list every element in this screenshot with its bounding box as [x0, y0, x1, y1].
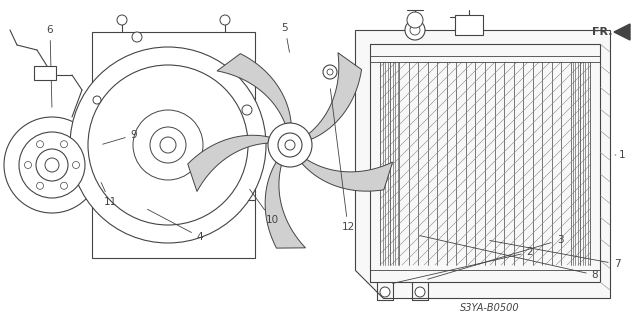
Text: 3: 3	[428, 235, 563, 279]
Bar	[455, 15, 483, 35]
Circle shape	[4, 117, 100, 213]
Text: 6: 6	[47, 25, 53, 107]
Text: 10: 10	[250, 189, 278, 225]
Bar	[92, 32, 255, 258]
Circle shape	[61, 182, 67, 189]
Text: S3YA-B0500: S3YA-B0500	[460, 303, 520, 313]
Circle shape	[268, 123, 312, 167]
Text: 5: 5	[282, 23, 289, 52]
Circle shape	[93, 96, 101, 104]
Text: 2: 2	[393, 247, 533, 284]
Circle shape	[323, 65, 337, 79]
Circle shape	[380, 287, 390, 297]
Circle shape	[72, 162, 79, 169]
Polygon shape	[188, 135, 269, 191]
Circle shape	[160, 137, 176, 153]
Circle shape	[117, 15, 127, 25]
Polygon shape	[355, 30, 610, 298]
Text: 7: 7	[490, 241, 620, 269]
Polygon shape	[309, 53, 362, 139]
Polygon shape	[302, 159, 392, 191]
Circle shape	[220, 15, 230, 25]
Text: 1: 1	[615, 150, 625, 160]
Text: 8: 8	[420, 236, 598, 280]
Text: 4: 4	[147, 209, 204, 242]
Circle shape	[242, 105, 252, 115]
Circle shape	[133, 110, 203, 180]
Circle shape	[61, 141, 67, 148]
Circle shape	[19, 132, 85, 198]
Circle shape	[36, 141, 44, 148]
Circle shape	[36, 149, 68, 181]
Circle shape	[407, 12, 423, 28]
Circle shape	[327, 69, 333, 75]
Circle shape	[70, 47, 266, 243]
Circle shape	[405, 20, 425, 40]
Circle shape	[45, 158, 59, 172]
Circle shape	[410, 25, 420, 35]
Circle shape	[24, 162, 31, 169]
Text: 11: 11	[101, 182, 116, 207]
Text: FR.: FR.	[592, 27, 612, 37]
Bar	[34, 66, 56, 80]
Circle shape	[36, 182, 44, 189]
Circle shape	[285, 140, 295, 150]
Circle shape	[150, 127, 186, 163]
Polygon shape	[217, 54, 291, 124]
Text: 9: 9	[102, 130, 138, 144]
Circle shape	[415, 287, 425, 297]
Circle shape	[278, 133, 302, 157]
Polygon shape	[614, 24, 630, 40]
Text: 12: 12	[330, 89, 355, 232]
Circle shape	[88, 65, 248, 225]
Circle shape	[132, 32, 142, 42]
Polygon shape	[265, 162, 305, 248]
